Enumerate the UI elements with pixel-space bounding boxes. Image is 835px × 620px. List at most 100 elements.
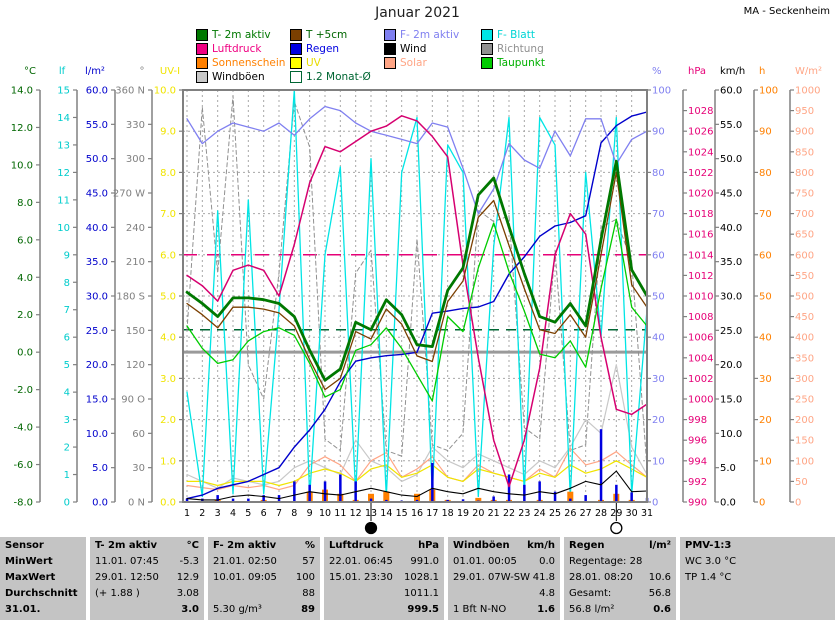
stat-cell: F- 2m aktiv	[213, 540, 277, 551]
legend-item-wind[interactable]: Wind	[384, 43, 426, 55]
stat-cell: 22.01. 06:45	[329, 556, 393, 567]
legend-label: F- 2m aktiv	[400, 29, 460, 41]
axis-tick-label: 30	[759, 374, 772, 385]
series-f2m	[186, 105, 648, 215]
legend-swatch-uv	[290, 57, 302, 69]
axis-tick-label: 1000	[795, 86, 820, 97]
stat-cell: Sensor	[5, 540, 44, 551]
full-moon-icon	[610, 503, 623, 535]
legend-label: Solar	[400, 57, 427, 69]
axis-tick-label: 450	[795, 312, 814, 323]
stat-cell: 21.01. 02:50	[213, 556, 277, 567]
x-axis-day-labels: 1 2 3 4 5 6 7 8 9 10 11 12 13 14 15 16 17 18 19 20 21 22 23 24 2…	[184, 508, 653, 519]
axis-tick-label: 30	[652, 374, 665, 385]
axis-tick-label: 20	[652, 415, 665, 426]
axis-tick-label: 996	[688, 436, 707, 447]
stat-value: %	[304, 540, 315, 551]
axis-tick-label: 30.0	[86, 292, 108, 303]
legend-item-windboeen[interactable]: Windböen	[196, 71, 265, 83]
stat-cell: PMV-1:3	[685, 540, 732, 551]
axis-tick-label: 90	[652, 127, 665, 138]
stat-cell: MinWert	[5, 556, 53, 567]
axis-tick-label: -6.0	[13, 460, 33, 471]
stat-value: 10.6	[648, 572, 671, 583]
stats-column-luftdruck: Luftdruck hPa 22.01. 06:45 991.0 15.01. 23:3…	[324, 537, 444, 620]
axis-tick-label: 20.0	[86, 360, 108, 371]
axis-richtung-grad: 0 N 30 60 90 O 120 150 180 S 210 240 270 W 300 330 3…	[113, 66, 153, 509]
axis-tick-label: -4.0	[13, 423, 33, 434]
legend-item-regen[interactable]: Regen	[290, 43, 339, 55]
axis-tick-label: 8.0	[160, 168, 176, 179]
chart-title: Januar 2021	[375, 5, 460, 21]
legend-swatch-t5cm	[290, 29, 302, 41]
day-label: 12	[350, 508, 362, 519]
stat-cell: MaxWert	[5, 572, 56, 583]
new-moon-icon	[364, 503, 378, 535]
axis-unit-label: km/h	[720, 66, 745, 77]
stat-value: 89	[301, 604, 315, 615]
stats-table: Sensor MinWert MaxWert Durchschnitt 31.01. T-…	[0, 537, 835, 620]
legend-item-taupunkt[interactable]: Taupunkt	[481, 57, 545, 69]
axis-tick-label: 50	[759, 292, 772, 303]
axis-tick-label: 2.0	[160, 415, 176, 426]
day-label: 11	[334, 508, 346, 519]
axis-tick-label: 25.0	[720, 326, 742, 337]
stats-column-t2m: T- 2m aktiv °C 11.01. 07:45 -5.3 29.01. 12:5…	[90, 537, 204, 620]
axis-tick-label: 360 N	[115, 86, 145, 97]
axis-tick-label: 0.0	[160, 498, 176, 509]
axis-tick-label: 210	[126, 257, 145, 268]
axis-unit-label: lf	[59, 66, 66, 77]
legend-label: UV	[306, 57, 321, 69]
legend-item-monat[interactable]: 1.2 Monat-Ø	[290, 71, 371, 83]
axis-grad-c: -8.0 -6.0 -4.0 -2.0 0.0 2.0 4.0 6.0 8.0 10.0 12.0 1…	[11, 66, 41, 509]
axis-tick-label: 550	[795, 271, 814, 282]
stat-cell: 56.8 l/m²	[569, 604, 615, 615]
legend-item-t5cm[interactable]: T +5cm	[290, 29, 347, 41]
axis-hpa: 990 992 994 996 998 1000 1002 1004 1006 1008 1010 1…	[682, 66, 713, 509]
stat-cell: T- 2m aktiv	[95, 540, 157, 551]
legend-label: Wind	[400, 43, 427, 55]
stats-column-pmv: PMV-1:3 WC 3.0 °C TP 1.4 °C	[680, 537, 835, 620]
axis-tick-label: 0.0	[720, 498, 736, 509]
axis-tick-label: 650	[795, 230, 814, 241]
axis-tick-label: 994	[688, 456, 707, 467]
axis-tick-label: 3	[64, 415, 70, 426]
axis-tick-label: 10.0	[11, 160, 33, 171]
stat-value: 100	[295, 572, 315, 583]
axis-tick-label: 55.0	[86, 120, 108, 131]
axis-tick-label: 300	[126, 154, 145, 165]
axis-tick-label: 600	[795, 250, 814, 261]
stat-cell: TP 1.4 °C	[685, 572, 732, 583]
axis-tick-label: 1020	[688, 189, 713, 200]
axis-tick-label: 1010	[688, 292, 713, 303]
legend-item-fblatt[interactable]: F- Blatt	[481, 29, 535, 41]
legend-item-richtung[interactable]: Richtung	[481, 43, 544, 55]
legend-item-solar[interactable]: Solar	[384, 57, 427, 69]
day-label: 1	[184, 508, 190, 519]
axis-tick-label: 1014	[688, 250, 713, 261]
legend-item-t2m[interactable]: T- 2m aktiv	[196, 29, 271, 41]
legend-item-uv[interactable]: UV	[290, 57, 321, 69]
stat-value: 41.8	[532, 572, 555, 583]
legend-swatch-solar	[384, 57, 396, 69]
axis-tick-label: 35.0	[86, 257, 108, 268]
legend-label: 1.2 Monat-Ø	[306, 71, 371, 83]
day-label: 24	[534, 508, 546, 519]
axis-unit-label: l/m²	[85, 66, 105, 77]
stat-value: -5.3	[179, 556, 199, 567]
axis-tick-label: 270 W	[113, 189, 145, 200]
axis-tick-label: 5	[64, 360, 70, 371]
legend-item-f2m[interactable]: F- 2m aktiv	[384, 29, 459, 41]
axis-tick-label: 1	[64, 470, 70, 481]
stat-cell: Regentage: 28	[569, 556, 643, 567]
axis-tick-label: 330	[126, 120, 145, 131]
stat-value: 88	[302, 588, 315, 599]
axis-tick-label: 60	[132, 429, 145, 440]
day-label: 6	[261, 508, 267, 519]
series-regen-summe	[186, 111, 648, 500]
axis-tick-label: 13	[57, 140, 70, 151]
day-label: 20	[472, 508, 484, 519]
legend-item-sonnenschein[interactable]: Sonnenschein	[196, 57, 285, 69]
legend-item-luftdruck[interactable]: Luftdruck	[196, 43, 261, 55]
